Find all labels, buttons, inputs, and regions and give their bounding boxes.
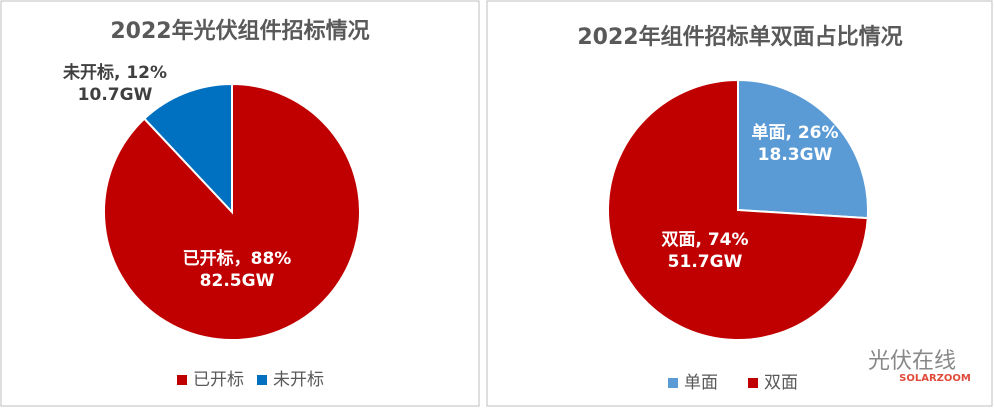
data-label: 双面, 74%: [661, 230, 748, 250]
pie-slice: [142, 82, 233, 215]
legend-swatch: [177, 375, 187, 385]
legend-label: 双面: [764, 373, 798, 393]
pie-slice: [607, 78, 869, 341]
legend-swatch: [668, 378, 678, 388]
data-label-capacity: 82.5GW: [200, 271, 275, 291]
legend-label: 未开标: [273, 370, 324, 390]
chart-title: 2022年组件招标单双面占比情况: [577, 24, 902, 50]
legend-label: 单面: [684, 373, 718, 393]
data-label: 单面, 26%: [751, 122, 838, 143]
data-label: 已开标，88%: [183, 248, 292, 269]
data-label-capacity: 18.3GW: [758, 145, 833, 165]
pie-slice: [737, 78, 869, 220]
data-label-capacity: 10.7GW: [78, 85, 153, 105]
watermark: 光伏在线: [868, 349, 956, 374]
legend-swatch: [748, 378, 758, 388]
data-label: 未开标, 12%: [62, 62, 167, 83]
legend-swatch: [257, 375, 267, 385]
legend-label: 已开标: [193, 370, 244, 390]
watermark-sub: SOLARZOOM: [899, 373, 971, 384]
data-label-capacity: 51.7GW: [668, 252, 743, 272]
chart-title: 2022年光伏组件招标情况: [110, 18, 369, 44]
